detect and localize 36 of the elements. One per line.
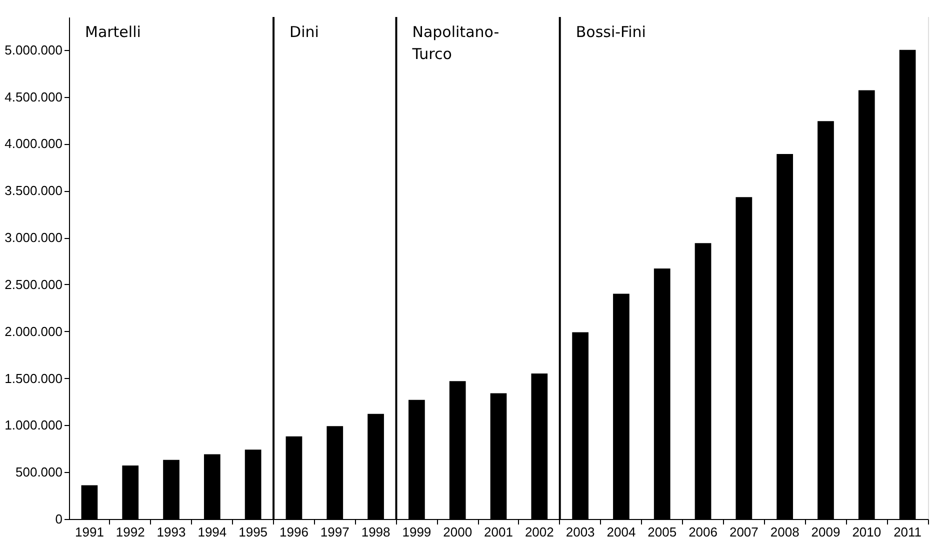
x-tick-label: 2005: [648, 524, 677, 540]
x-tick-label: 1996: [280, 524, 308, 540]
y-tick-label: 1.000.000: [4, 418, 62, 433]
y-tick-label: 0: [55, 512, 62, 526]
x-tick-label: 2004: [606, 524, 636, 540]
x-tick-label: 1991: [74, 524, 104, 540]
x-tick-label: 2010: [852, 524, 882, 540]
y-tick-label: 5.000.000: [4, 42, 62, 58]
y-tick-label: 3.000.000: [4, 230, 62, 246]
x-tick-label: 1993: [156, 524, 186, 540]
x-tick-label: 2007: [729, 524, 758, 540]
y-tick-label: 2.000.000: [4, 324, 62, 339]
x-tick-label: 1997: [320, 524, 350, 540]
x-tick-label: 2006: [688, 524, 718, 540]
y-tick-label: 4.000.000: [4, 136, 62, 152]
y-tick-label: 500.000: [16, 464, 62, 480]
x-tick-label: 1995: [238, 524, 268, 540]
y-tick-label: 3.500.000: [4, 183, 62, 198]
y-tick-label: 4.500.000: [4, 89, 62, 104]
x-tick-label: 2008: [770, 524, 800, 540]
x-tick-label: 2000: [443, 524, 472, 540]
y-tick-label: 2.500.000: [4, 276, 62, 292]
x-tick-label: 1998: [361, 524, 390, 540]
band-label: Martelli: [85, 23, 141, 41]
x-tick-label: 1999: [402, 524, 432, 540]
x-tick-label: 1994: [198, 524, 227, 540]
x-tick-label: 2003: [566, 524, 595, 540]
x-tick-label: 2001: [484, 524, 513, 540]
x-tick-label: 2011: [894, 524, 922, 540]
x-tick-label: 2009: [811, 524, 840, 540]
x-tick-label: 1992: [116, 524, 145, 540]
band-label: Napolitano- Turco: [411, 23, 500, 63]
y-tick-label: 1.500.000: [4, 370, 62, 386]
band-label: Dini: [290, 23, 319, 41]
band-label: Bossi-Fini: [576, 23, 646, 41]
x-tick-label: 2002: [524, 524, 554, 540]
